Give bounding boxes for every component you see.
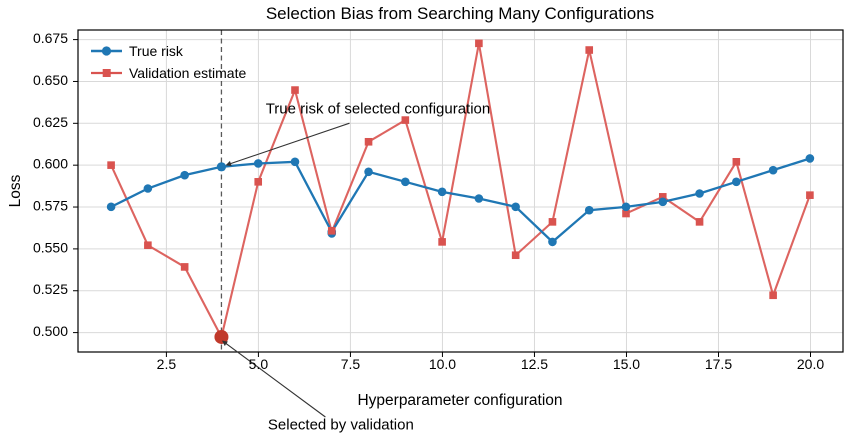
svg-text:2.5: 2.5: [157, 356, 177, 372]
svg-text:Selection Bias from Searching: Selection Bias from Searching Many Confi…: [266, 4, 654, 23]
svg-text:Loss: Loss: [7, 174, 24, 207]
svg-text:10.0: 10.0: [429, 356, 456, 372]
svg-text:Hyperparameter configuration: Hyperparameter configuration: [357, 392, 562, 409]
svg-text:0.550: 0.550: [33, 239, 68, 255]
svg-text:5.0: 5.0: [249, 356, 269, 372]
svg-text:12.5: 12.5: [521, 356, 548, 372]
svg-text:Validation estimate: Validation estimate: [129, 65, 246, 81]
svg-text:0.500: 0.500: [33, 323, 68, 339]
svg-text:Selected by validation: Selected by validation: [268, 417, 414, 434]
svg-text:0.625: 0.625: [33, 114, 68, 130]
svg-text:0.575: 0.575: [33, 198, 68, 214]
svg-text:0.650: 0.650: [33, 72, 68, 88]
svg-text:0.675: 0.675: [33, 30, 68, 46]
svg-text:True risk: True risk: [129, 43, 184, 59]
svg-text:17.5: 17.5: [705, 356, 732, 372]
svg-text:20.0: 20.0: [797, 356, 824, 372]
svg-text:0.525: 0.525: [33, 281, 68, 297]
svg-text:0.600: 0.600: [33, 156, 68, 172]
svg-text:True risk of selected configur: True risk of selected configuration: [266, 101, 491, 118]
svg-text:15.0: 15.0: [613, 356, 640, 372]
svg-text:7.5: 7.5: [341, 356, 361, 372]
